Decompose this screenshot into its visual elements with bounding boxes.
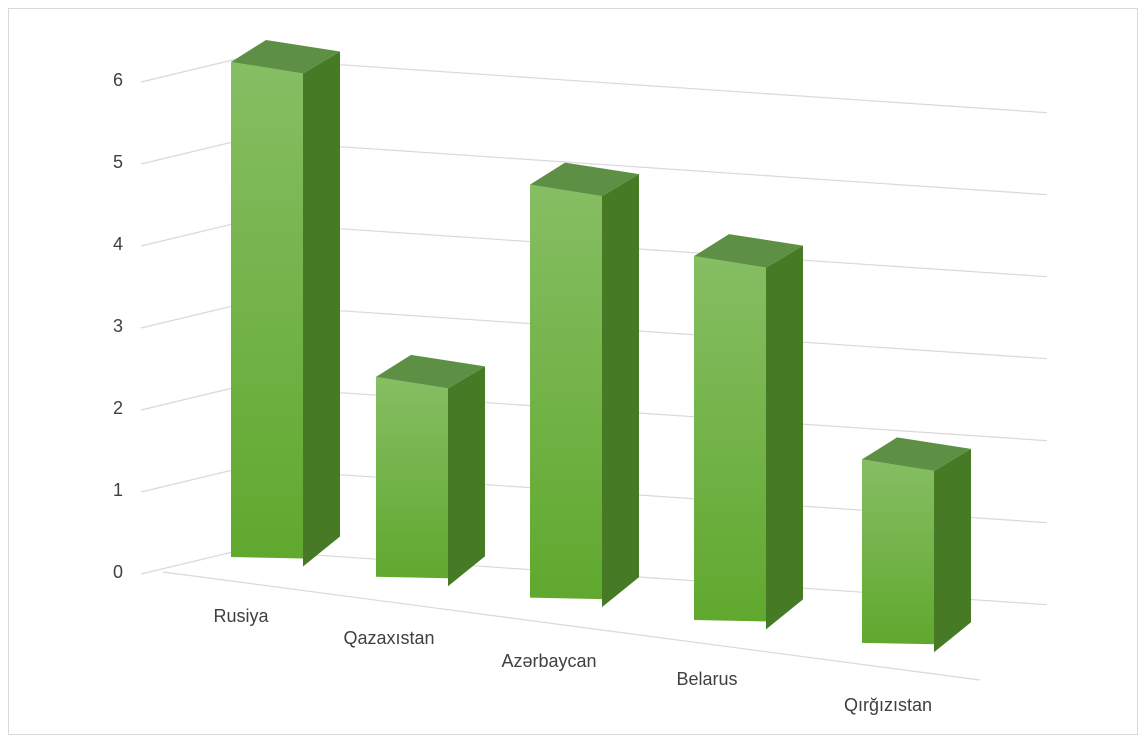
bar-qazaxıstan — [376, 354, 485, 587]
bar-top-face — [862, 437, 971, 471]
bar-rusiya — [231, 40, 340, 567]
bar-belarus — [694, 234, 803, 630]
bar-front-face — [862, 459, 934, 645]
gridline-back — [240, 57, 1048, 114]
gridline-side — [140, 303, 242, 329]
gridline-side — [140, 549, 242, 575]
gridline-back — [240, 139, 1048, 196]
bar-top-face — [231, 40, 340, 74]
bar-side-face — [934, 448, 971, 653]
x-tick-label: Azərbaycan — [501, 651, 596, 671]
gridline-side — [140, 467, 242, 493]
bar-side-face — [303, 51, 340, 567]
floor-front-edge — [162, 571, 981, 681]
bar-qırğızıstan — [862, 437, 971, 653]
bar-front-face — [231, 62, 303, 559]
bar-side-face — [766, 245, 803, 630]
bar-top-face — [530, 162, 639, 197]
bar-top-face — [376, 354, 485, 389]
bar-front-face — [694, 256, 766, 622]
bar-side-face — [448, 366, 485, 587]
bar-side-face — [602, 174, 639, 608]
gridline-side — [140, 139, 242, 165]
x-axis-tick-labels: Rusiya Qazaxıstan Azərbaycan Belarus Qırğızı… — [213, 606, 932, 715]
y-tick-label: 4 — [113, 234, 123, 254]
bar-front-face — [376, 376, 448, 579]
y-axis-tick-labels: 0 1 2 3 4 5 6 — [113, 70, 123, 582]
x-tick-label: Qazaxıstan — [343, 628, 434, 648]
x-tick-label: Belarus — [676, 669, 737, 689]
bar-front-face — [530, 184, 602, 600]
y-tick-label: 1 — [113, 480, 123, 500]
gridline-side — [140, 221, 242, 247]
gridline-side — [140, 57, 242, 83]
y-tick-label: 3 — [113, 316, 123, 336]
bars — [231, 40, 971, 653]
gridline-back — [240, 385, 1048, 442]
y-tick-label: 5 — [113, 152, 123, 172]
y-tick-label: 6 — [113, 70, 123, 90]
x-tick-label: Qırğızıstan — [844, 695, 932, 715]
gridlines — [140, 57, 1048, 681]
bar-azərbaycan — [530, 162, 639, 608]
gridline-back — [240, 221, 1048, 278]
bar-top-face — [694, 234, 803, 268]
gridline-side — [140, 385, 242, 411]
x-tick-label: Rusiya — [213, 606, 269, 626]
y-tick-label: 0 — [113, 562, 123, 582]
gridline-back — [240, 303, 1048, 360]
y-tick-label: 2 — [113, 398, 123, 418]
